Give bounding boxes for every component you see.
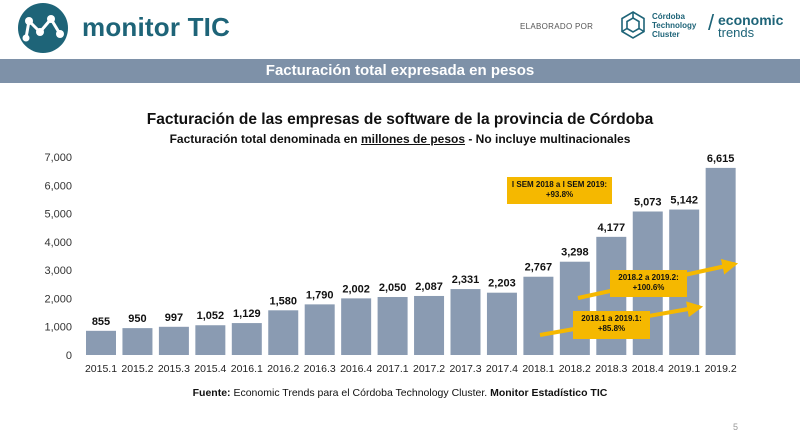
- page-number: 5: [733, 422, 739, 432]
- y-tick-label: 0: [66, 350, 72, 362]
- x-tick-label: 2018.2: [559, 363, 591, 375]
- x-tick-label: 2019.2: [705, 363, 737, 375]
- bar: [158, 326, 189, 355]
- bar: [231, 323, 262, 355]
- annotation-text: 2018.2 a 2019.2:: [618, 273, 679, 282]
- bar: [122, 328, 153, 355]
- section-banner: Facturación total expresada en pesos: [0, 59, 800, 83]
- cluster-line: Technology: [652, 21, 697, 30]
- bar-value-label: 1,790: [306, 289, 334, 301]
- bar-value-label: 2,203: [488, 278, 516, 290]
- y-tick-label: 7,000: [44, 152, 72, 164]
- x-tick-label: 2017.2: [413, 363, 445, 375]
- chart-title: Facturación de las empresas de software …: [146, 111, 654, 128]
- annotation-box: [573, 311, 650, 339]
- x-tick-label: 2015.4: [194, 363, 226, 375]
- annotation-box: [610, 270, 687, 297]
- annotation-text: +100.6%: [633, 283, 665, 292]
- elaborado-por-label: ELABORADO POR: [520, 22, 594, 31]
- annotation-text: +93.8%: [546, 190, 573, 199]
- source-tail: Monitor Estadístico TIC: [490, 387, 608, 399]
- cluster-name: Córdoba Technology Cluster: [652, 12, 696, 39]
- annotation-text: +85.8%: [598, 324, 625, 333]
- bar: [86, 330, 116, 355]
- chart-subtitle: Facturación total denominada en millones…: [0, 132, 800, 146]
- bar: [450, 289, 481, 355]
- y-tick-label: 3,000: [44, 265, 72, 277]
- y-tick-label: 6,000: [44, 180, 72, 192]
- bar-value-label: 1,052: [197, 310, 225, 322]
- source-text: Economic Trends para el Córdoba Technolo…: [230, 387, 491, 399]
- bar-value-label: 2,002: [342, 283, 370, 295]
- bar: [523, 276, 554, 355]
- slash-icon: /: [708, 10, 715, 35]
- x-tick-label: 2017.3: [449, 363, 481, 375]
- monitor-tic-logo-icon: [18, 3, 68, 53]
- x-tick-label: 2017.4: [486, 363, 518, 375]
- x-tick-label: 2016.2: [267, 363, 299, 375]
- brand-name: monitor TIC: [82, 12, 231, 42]
- annotation-text: I SEM 2018 a I SEM 2019:: [512, 180, 607, 189]
- bar-value-label: 855: [92, 316, 110, 328]
- bar-value-label: 2,767: [525, 262, 553, 274]
- bar: [341, 298, 372, 355]
- x-tick-label: 2016.3: [304, 363, 336, 375]
- source-note: Fuente: Economic Trends para el Córdoba …: [0, 387, 800, 399]
- y-tick-label: 2,000: [44, 293, 72, 305]
- x-tick-label: 2017.1: [377, 363, 409, 375]
- subtitle-underlined: millones de pesos: [360, 132, 466, 146]
- x-tick-label: 2015.2: [121, 363, 153, 375]
- bar: [486, 292, 517, 355]
- subtitle-part2: - No incluye multinacionales: [465, 132, 631, 146]
- bar: [195, 325, 226, 355]
- x-tick-label: 2015.3: [158, 363, 190, 375]
- bar-value-label: 5,142: [670, 195, 698, 207]
- bar-value-label: 4,177: [598, 222, 626, 234]
- cluster-line: Cluster: [652, 30, 680, 39]
- bar-value-label: 950: [128, 313, 146, 325]
- y-tick-label: 1,000: [44, 322, 72, 334]
- cordoba-cluster-logo-icon: [621, 11, 645, 39]
- bar-chart: 0 1,000 2,000 3,000 4,000 5,000 6,000 7,000 855 2…: [44, 152, 739, 375]
- x-tick-label: 2016.1: [231, 363, 263, 375]
- bar-value-label: 2,331: [452, 274, 480, 286]
- source-label: Fuente:: [192, 387, 231, 399]
- x-tick-label: 2019.1: [668, 363, 700, 375]
- bar: [705, 167, 736, 355]
- bar: [268, 310, 299, 355]
- cluster-line: Córdoba: [652, 12, 685, 21]
- bar-value-label: 5,073: [634, 197, 662, 209]
- bar-value-label: 1,580: [269, 295, 297, 307]
- annotation-box: [507, 177, 612, 204]
- bar-value-label: 3,298: [561, 247, 589, 259]
- y-tick-label: 4,000: [44, 237, 72, 249]
- bar: [377, 297, 408, 355]
- header: monitor TIC ELABORADO POR Córdoba Techno…: [0, 0, 800, 56]
- bar: [304, 304, 335, 355]
- x-tick-label: 2016.4: [340, 363, 372, 375]
- et-word-trends: trends: [718, 25, 755, 40]
- annotation-text: 2018.1 a 2019.1:: [581, 314, 642, 323]
- x-tick-label: 2018.1: [522, 363, 554, 375]
- x-tick-label: 2018.3: [595, 363, 627, 375]
- y-tick-label: 5,000: [44, 209, 72, 221]
- bar-value-label: 1,129: [233, 308, 261, 320]
- bar: [414, 295, 445, 355]
- bar: [559, 261, 590, 355]
- bar-value-label: 997: [165, 312, 183, 324]
- et-word-economic: economic: [718, 12, 784, 28]
- subtitle-part1: Facturación total denominada en: [169, 132, 361, 146]
- x-tick-label: 2018.4: [632, 363, 664, 375]
- x-tick-label: 2015.1: [85, 363, 117, 375]
- bar-value-label: 6,615: [707, 153, 735, 165]
- bar-value-label: 2,087: [415, 281, 443, 293]
- bar-value-label: 2,050: [379, 282, 407, 294]
